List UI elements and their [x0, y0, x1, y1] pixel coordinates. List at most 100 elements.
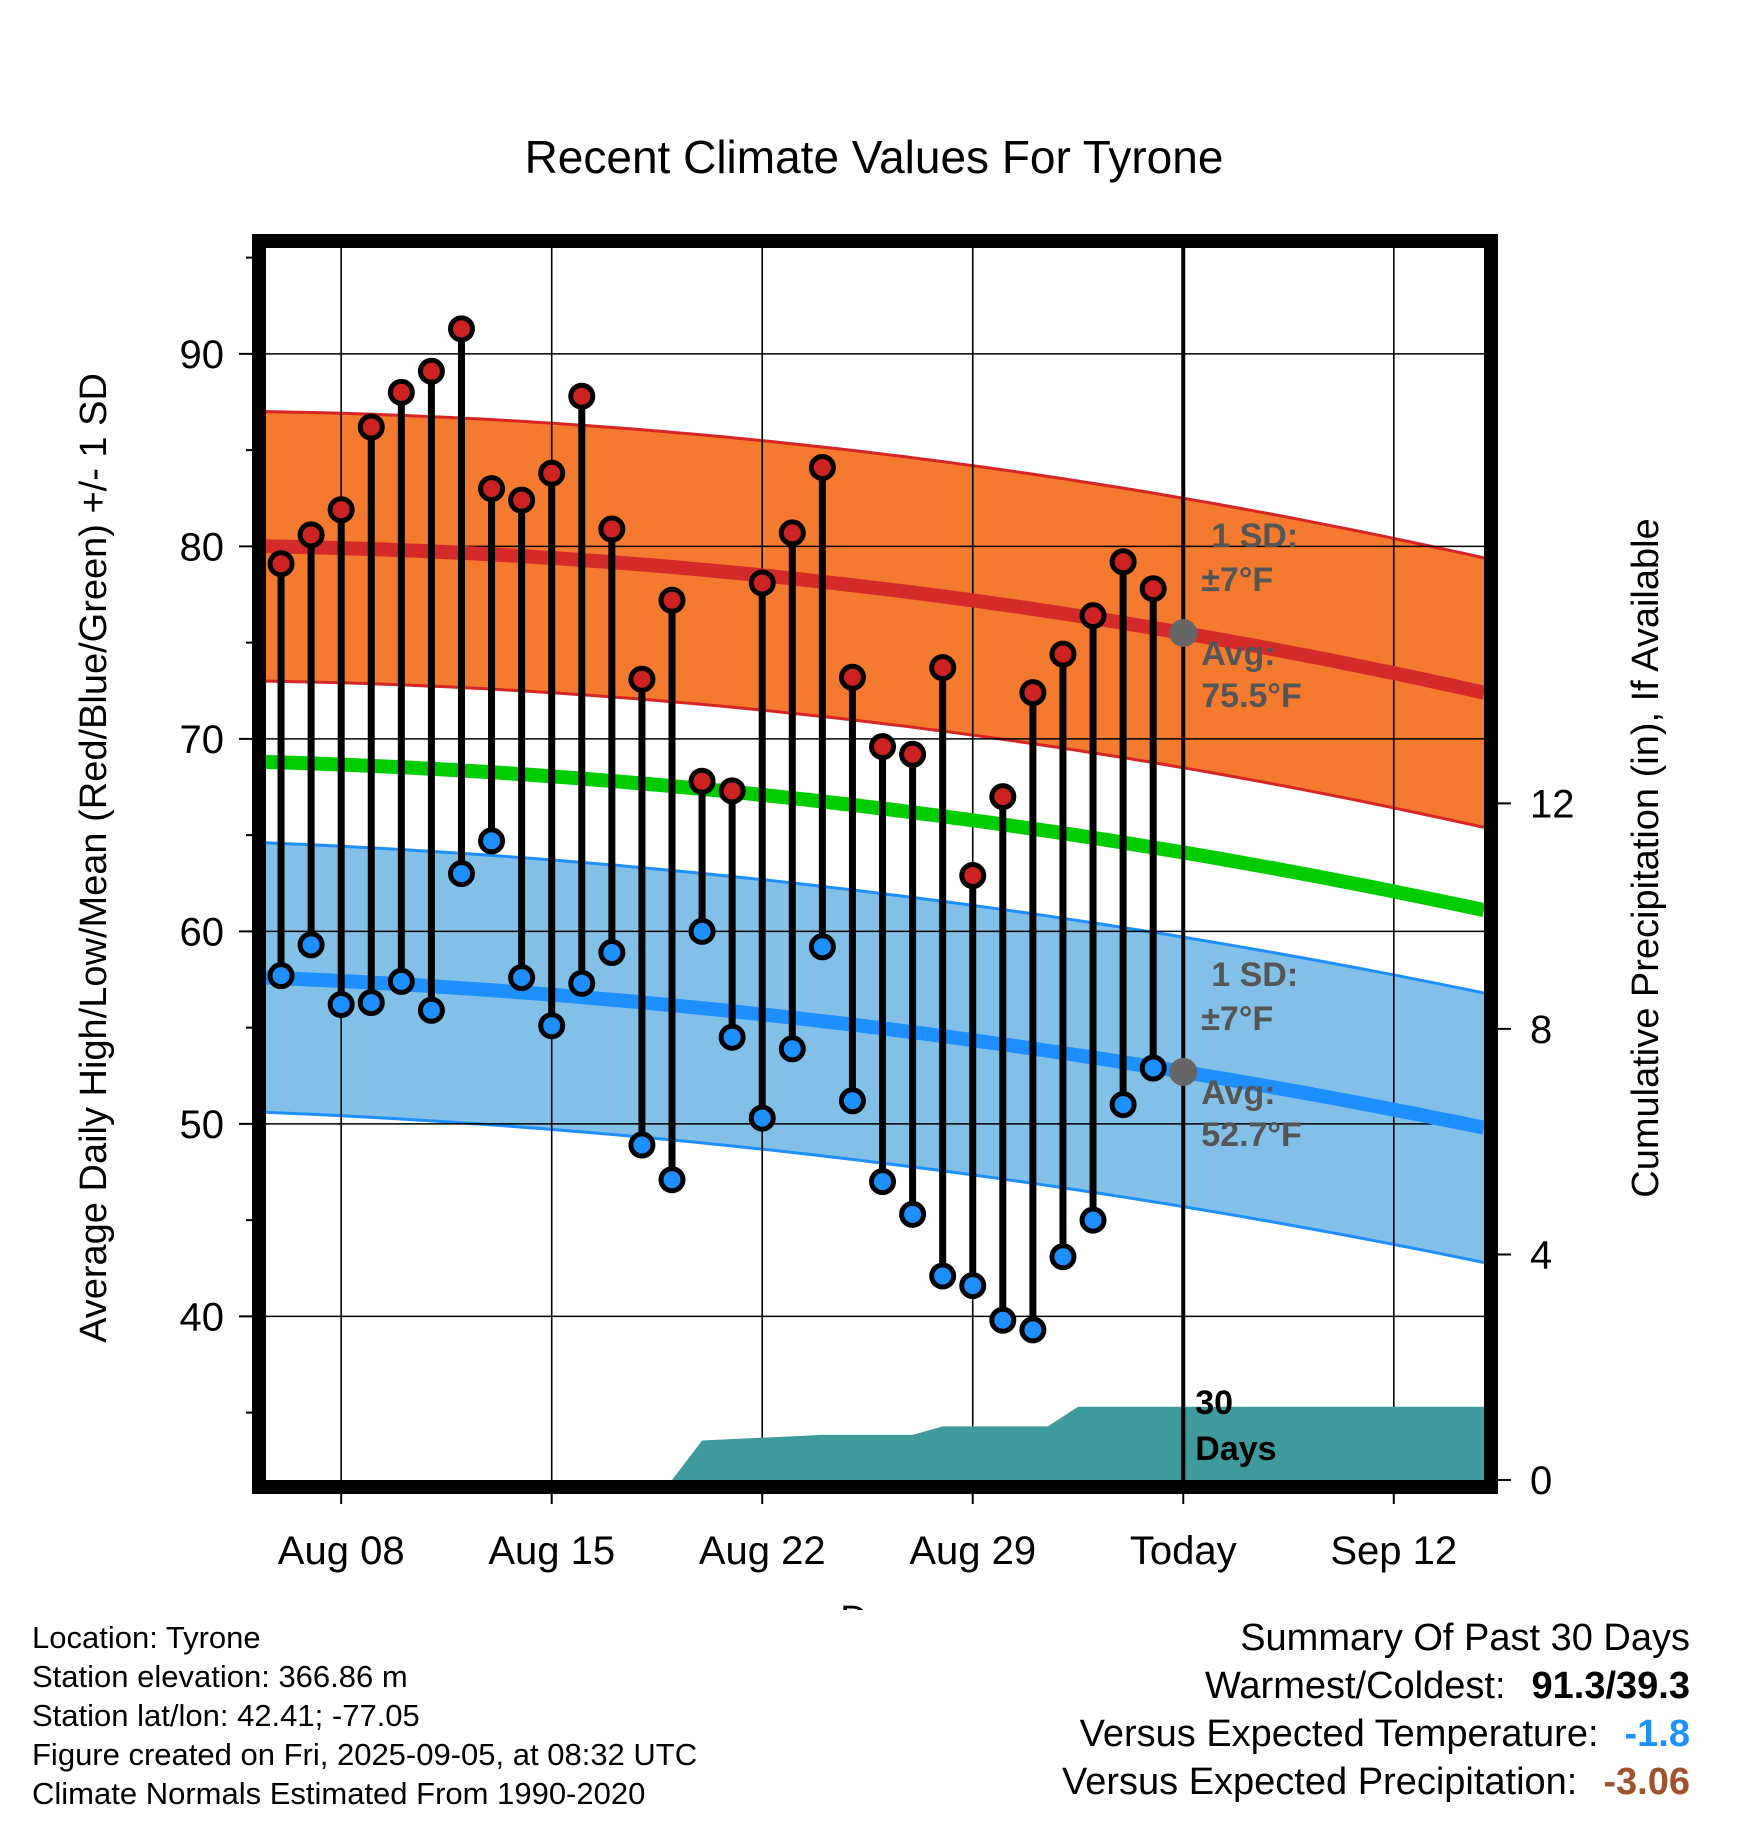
precip-label: Versus Expected Precipitation:: [1061, 1761, 1578, 1803]
low-temp-point: [1109, 1091, 1137, 1119]
summary-precip-row: Versus Expected Precipitation: -3.06: [1062, 1758, 1690, 1806]
precip-value: -3.06: [1603, 1761, 1690, 1803]
low-temp-point: [327, 991, 355, 1019]
low-sd-band-upper-edge: [266, 841, 1484, 995]
high-temp-point: [508, 486, 536, 514]
days-unit-label: Days: [1195, 1430, 1276, 1468]
high-sd-label: 1 SD:: [1211, 517, 1298, 555]
high-temp-point: [628, 665, 656, 693]
x-tick-label-sep-12: Sep 12: [1330, 1529, 1457, 1573]
high-temp-point: [1139, 575, 1167, 603]
high-temp-point: [688, 767, 716, 795]
y-tick-label-70: 70: [180, 718, 225, 762]
y-tick-label-80: 80: [180, 525, 225, 569]
high-sd-band-upper-edge: [266, 410, 1484, 560]
normal-high-line: [266, 539, 1484, 700]
warmest-value: 91.3/39.3: [1531, 1665, 1690, 1707]
y-tick-label-40: 40: [180, 1295, 225, 1339]
high-temp-point: [989, 783, 1017, 811]
y2-axis-label: Cumulative Precipitation (in), If Availa…: [1625, 518, 1667, 1197]
temp-label: Versus Expected Temperature:: [1079, 1713, 1599, 1755]
high-temp-point: [838, 663, 866, 691]
low-temp-point: [808, 933, 836, 961]
low-temp-point: [447, 860, 475, 888]
high-temp-point: [778, 519, 806, 547]
high-temp-point: [959, 862, 987, 890]
warmest-label: Warmest/Coldest:: [1204, 1665, 1506, 1707]
climate-chart: Recent Climate Values For Tyrone 1 SD: ±7…: [73, 131, 1667, 1610]
low-temp-point: [869, 1168, 897, 1196]
plot-content: 1 SD: ±7°F Avg: 75.5°F 1 SD: ±7°F Avg: 52.7°F 30…: [266, 248, 1484, 1480]
normal-low-line: [266, 970, 1484, 1135]
high-temp-point: [478, 475, 506, 503]
high-temp-point: [658, 586, 686, 614]
high-sd-band-lower-edge: [266, 679, 1484, 829]
low-temp-point: [538, 1012, 566, 1040]
low-temp-point: [297, 931, 325, 959]
low-temp-point: [899, 1200, 927, 1228]
days-count-label: 30: [1195, 1384, 1233, 1422]
high-temp-point: [899, 740, 927, 768]
low-temp-point: [357, 989, 385, 1017]
high-temp-point: [929, 654, 957, 682]
low-temp-point: [267, 962, 295, 990]
low-temp-point: [778, 1035, 806, 1063]
high-temp-point: [447, 315, 475, 343]
high-avg-label: Avg:: [1201, 635, 1275, 673]
low-temp-point: [718, 1023, 746, 1051]
low-sd-band: [266, 842, 1484, 1263]
normal-mean-line: [266, 755, 1484, 918]
y-axis-label: Average Daily High/Low/Mean (Red/Blue/Gr…: [73, 373, 115, 1343]
low-temp-point: [1139, 1054, 1167, 1082]
elevation-text: Station elevation: 366.86 m: [32, 1659, 408, 1694]
location-text: Location: Tyrone: [32, 1620, 261, 1655]
low-temp-point: [628, 1131, 656, 1159]
y2-tick-label-4: 4: [1530, 1233, 1552, 1277]
high-temp-point: [1049, 640, 1077, 668]
low-temp-point: [748, 1104, 776, 1132]
high-temp-point: [869, 733, 897, 761]
x-tick-label-today: Today: [1130, 1529, 1237, 1573]
low-temp-point: [1049, 1243, 1077, 1271]
low-temp-point: [417, 996, 445, 1024]
high-temp-point: [387, 378, 415, 406]
created-text: Figure created on Fri, 2025-09-05, at 08…: [32, 1737, 698, 1772]
summary-temp-row: Versus Expected Temperature: -1.8: [1062, 1710, 1690, 1758]
high-temp-point: [598, 515, 626, 543]
plot-frame: [252, 234, 1498, 1494]
high-temp-point: [808, 453, 836, 481]
low-temp-point: [1079, 1206, 1107, 1234]
low-temp-point: [478, 827, 506, 855]
latlon-text: Station lat/lon: 42.41; -77.05: [32, 1698, 420, 1733]
high-temp-point: [297, 521, 325, 549]
y2-tick-label-8: 8: [1530, 1008, 1552, 1052]
low-temp-point: [1019, 1316, 1047, 1344]
high-temp-point: [568, 382, 596, 410]
station-info: Location: Tyrone Station elevation: 366.…: [32, 1618, 697, 1813]
low-temp-point: [688, 917, 716, 945]
low-temp-point: [658, 1166, 686, 1194]
y-tick-label-90: 90: [180, 333, 225, 377]
x-axis-label: Day: [840, 1599, 908, 1610]
high-temp-point: [748, 569, 776, 597]
y2-tick-label-12: 12: [1530, 782, 1575, 826]
low-temp-point: [387, 967, 415, 995]
chart-title: Recent Climate Values For Tyrone: [525, 131, 1224, 183]
today-high-avg-marker: [1169, 619, 1198, 647]
y-tick-label-60: 60: [180, 910, 225, 954]
plot-area: 1 SD: ±7°F Avg: 75.5°F 1 SD: ±7°F Avg: 52.7°F 30…: [180, 234, 1575, 1573]
x-tick-label-aug-29: Aug 29: [909, 1529, 1036, 1573]
high-temp-point: [357, 413, 385, 441]
low-temp-point: [568, 969, 596, 997]
low-sd-label: 1 SD:: [1211, 956, 1298, 994]
summary-panel: Summary Of Past 30 Days Warmest/Coldest:…: [1062, 1614, 1690, 1806]
high-temp-point: [718, 777, 746, 805]
high-temp-point: [417, 357, 445, 385]
low-temp-point: [989, 1306, 1017, 1334]
high-temp-point: [1109, 548, 1137, 576]
x-tick-label-aug-08: Aug 08: [278, 1529, 405, 1573]
y2-tick-label-0: 0: [1530, 1459, 1552, 1503]
low-temp-point: [508, 964, 536, 992]
summary-warmest-row: Warmest/Coldest: 91.3/39.3: [1062, 1662, 1690, 1710]
temp-value: -1.8: [1624, 1713, 1690, 1755]
